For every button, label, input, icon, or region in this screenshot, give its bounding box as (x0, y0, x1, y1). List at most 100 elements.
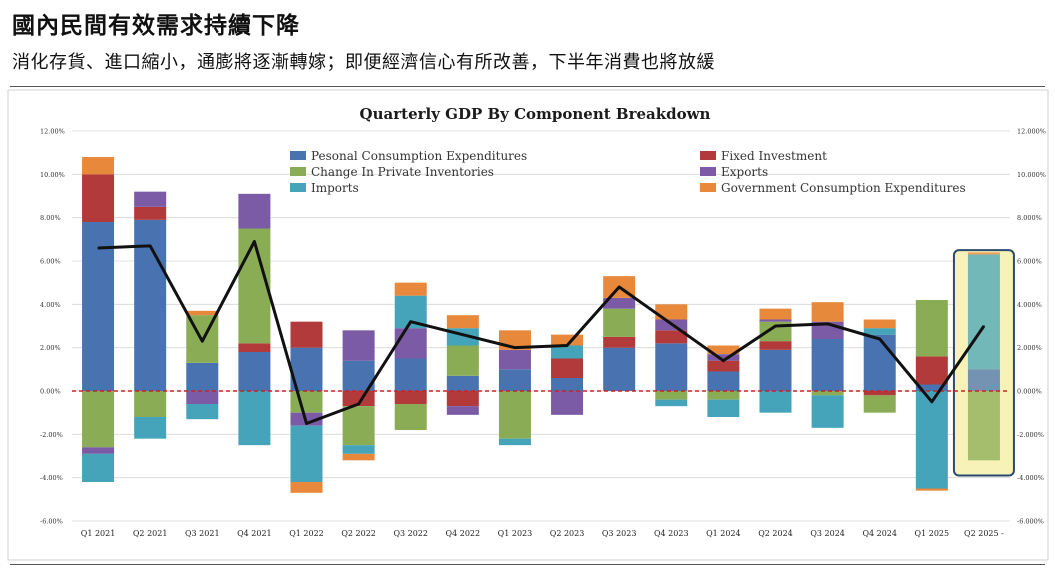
x-tick-label: Q4 2023 (654, 529, 689, 538)
bar (238, 343, 271, 352)
bar (238, 352, 271, 391)
gdp-point (774, 325, 777, 327)
bar (446, 406, 479, 415)
x-tick-label: Q2 2024 (758, 529, 793, 538)
legend-label: Exports (721, 165, 768, 179)
axis-labels: 12.00% 12.000% 10.00% 10.000% 8.00% 8.000% 6.0… (40, 128, 1046, 539)
bar (551, 334, 584, 346)
bar (759, 308, 792, 320)
bar (915, 300, 948, 357)
bar (82, 174, 115, 222)
gdp-point (305, 422, 308, 425)
bar (290, 425, 323, 482)
bar (863, 391, 896, 396)
y-tick-label: 10.00% (40, 171, 65, 179)
bar (967, 252, 1000, 255)
bar-group (82, 157, 1000, 493)
bar (603, 308, 636, 337)
bar (186, 404, 219, 420)
bar (290, 482, 323, 493)
bar (967, 254, 1000, 370)
bar (811, 339, 844, 391)
bar (655, 304, 688, 320)
gdp-line-group (97, 240, 986, 425)
bar (498, 369, 531, 391)
x-tick-label: Q3 2023 (602, 529, 637, 538)
y-tick-label-right: 6.000% (1017, 258, 1042, 266)
x-tick-label: Q2 2021 (133, 529, 168, 538)
legend-label: Imports (311, 181, 359, 195)
bar (82, 157, 115, 175)
gdp-point (409, 320, 412, 323)
bar (394, 391, 427, 404)
bar (186, 362, 219, 391)
y-tick-label: 0.00% (40, 388, 61, 396)
bar (551, 391, 584, 415)
bottom-divider (10, 564, 1045, 565)
x-tick-label: Q1 2024 (706, 529, 741, 538)
bar (863, 319, 896, 329)
y-tick-label-right: -6.000% (1017, 518, 1044, 526)
x-tick-label: Q3 2021 (185, 529, 220, 538)
bar (342, 453, 375, 461)
legend-swatch (290, 151, 306, 160)
bar (186, 391, 219, 404)
bar (498, 438, 531, 446)
gdp-point (826, 323, 829, 325)
bar (394, 282, 427, 296)
gdp-point (514, 346, 516, 349)
gdp-point (878, 338, 881, 340)
bar (134, 417, 167, 439)
bar (238, 193, 271, 229)
bar (342, 406, 375, 446)
gdp-point (357, 403, 360, 405)
y-tick-label: -6.00% (40, 518, 63, 526)
bar (342, 391, 375, 407)
bar (707, 371, 740, 391)
x-tick-label: Q1 2021 (81, 529, 116, 538)
bar (707, 345, 740, 355)
x-tick-label: Q2 2022 (341, 529, 376, 538)
bar (603, 347, 636, 391)
bar (759, 391, 792, 413)
gdp-point (201, 340, 204, 342)
bar (811, 391, 844, 396)
legend-swatch (700, 183, 716, 192)
y-tick-label-right: -4.000% (1017, 474, 1044, 482)
gdp-point (618, 286, 620, 288)
bar (967, 369, 1000, 391)
bar (915, 391, 948, 489)
bar (863, 334, 896, 391)
legend-label: Change In Private Inventories (311, 165, 494, 179)
bar (82, 222, 115, 391)
gdp-point (462, 333, 464, 336)
bar (551, 345, 584, 359)
bar (498, 349, 531, 370)
y-tick-label-right: 2.000% (1017, 344, 1042, 352)
bar (707, 391, 740, 400)
y-tick-label-right: 10.000% (1017, 171, 1046, 179)
bar (707, 360, 740, 372)
x-tick-label: Q3 2024 (810, 529, 845, 538)
y-tick-label: -4.00% (40, 474, 63, 482)
bar (603, 336, 636, 348)
x-tick-label: Q4 2024 (862, 529, 897, 538)
bar (446, 345, 479, 376)
bar (551, 358, 584, 378)
y-tick-label: 8.00% (40, 214, 61, 222)
bar (603, 297, 636, 309)
bar (134, 391, 167, 417)
bar (915, 488, 948, 491)
bar (446, 391, 479, 407)
bar (655, 343, 688, 391)
bar (915, 356, 948, 385)
bar (238, 391, 271, 446)
bar (759, 341, 792, 350)
bar (394, 358, 427, 391)
bar (134, 191, 167, 207)
bar (759, 349, 792, 391)
bar (863, 328, 896, 335)
gdp-point (983, 325, 985, 327)
x-tick-label: Q2 2023 (550, 529, 585, 538)
bar (394, 404, 427, 430)
